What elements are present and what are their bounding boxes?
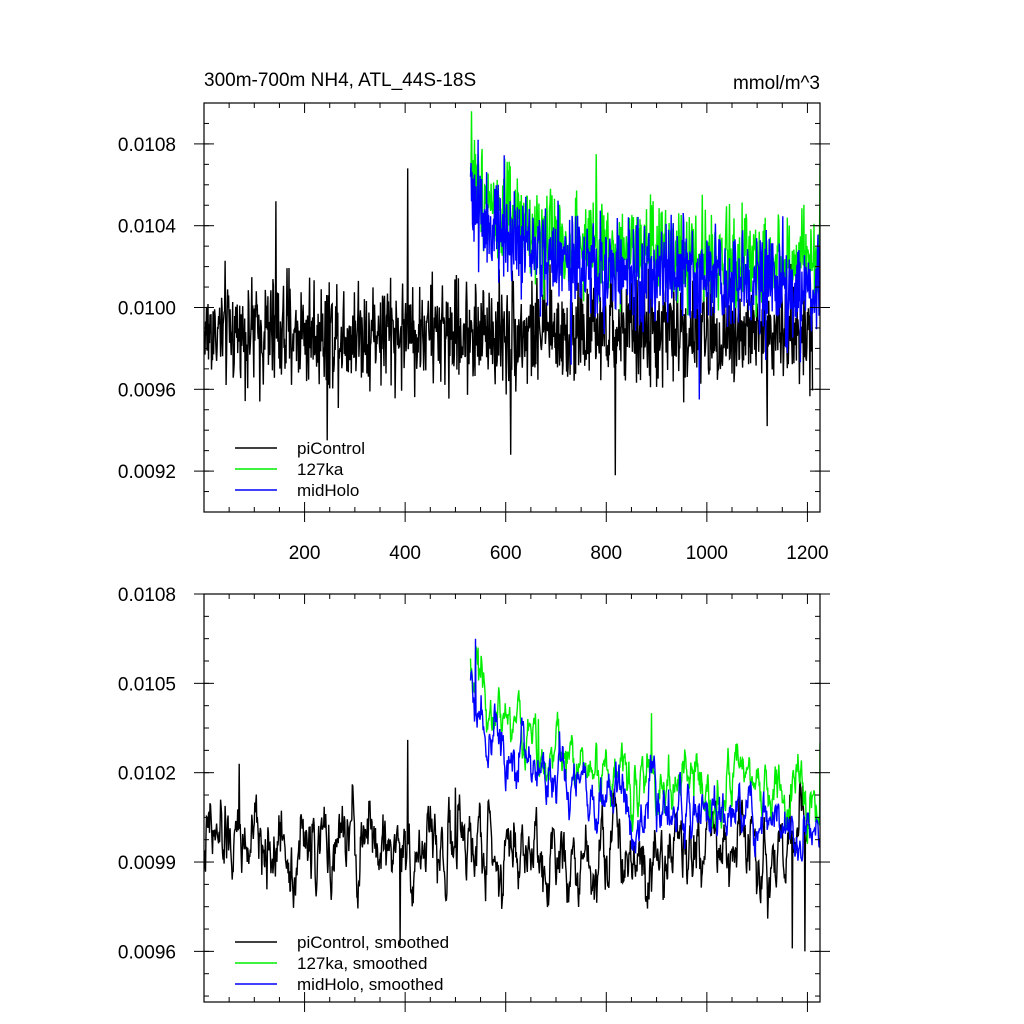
units-label: mmol/m^3 [733,73,820,94]
y-tick-label: 0.0096 [118,380,176,401]
y-tick-label: 0.0102 [118,764,176,785]
top-panel: 200 400 600 800 1000 1200 0.0092 0.0096 0.0100 0.… [118,70,830,564]
x-tick-label: 800 [590,543,622,564]
y-tick-label: 0.0108 [118,585,176,606]
legend-label: piControl [297,439,365,458]
x-tick-label: 200 [289,543,321,564]
series-line-3 [469,638,820,862]
y-tick-label: 0.0105 [118,674,176,695]
chart-title: 300m-700m NH4, ATL_44S-18S [204,70,476,91]
legend-label: midHolo, smoothed [297,975,443,994]
legend-label: piControl, smoothed [297,933,449,952]
bottom-panel: 0.0096 0.0099 0.0102 0.0105 0.0108 piControl,… [118,585,830,1012]
x-tick-label: 600 [490,543,522,564]
legend-label: 127ka, smoothed [297,954,427,973]
y-tick-label: 0.0108 [118,135,176,156]
series-line-2 [469,646,820,844]
y-tick-label: 0.0100 [118,299,176,320]
y-tick-label: 0.0096 [118,942,176,963]
legend-label: midHolo [297,481,359,500]
legend-label: 127ka [297,460,344,479]
y-tick-label: 0.0104 [118,217,177,238]
x-tick-label: 1200 [786,543,828,564]
plot-frame [203,593,821,1003]
series-line-3 [469,139,820,400]
y-tick-label: 0.0099 [118,853,176,874]
y-tick-label: 0.0092 [118,462,176,483]
x-tick-label: 1000 [686,543,728,564]
x-tick-label: 400 [389,543,421,564]
